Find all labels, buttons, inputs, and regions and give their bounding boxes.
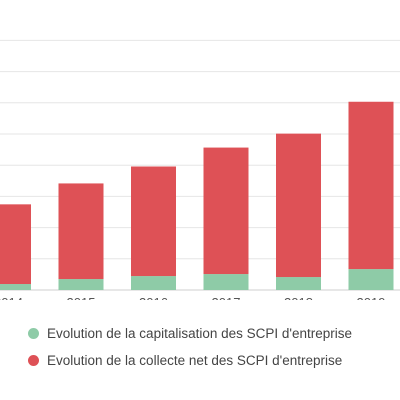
x-tick-label-2016: 2016 (139, 295, 168, 300)
bar-capitalisation-2016[interactable] (131, 276, 176, 290)
x-axis-labels: 2014201520162017201820192020 (0, 295, 386, 300)
legend-item-capitalisation[interactable]: Evolution de la capitalisation des SCPI … (28, 320, 352, 347)
bar-capitalisation-2017[interactable] (203, 274, 249, 290)
legend: Evolution de la capitalisation des SCPI … (28, 320, 352, 374)
x-tick-label-2017: 2017 (212, 295, 241, 300)
bars (0, 101, 394, 290)
legend-label-capitalisation: Evolution de la capitalisation des SCPI … (47, 326, 353, 341)
stacked-bar-chart: 2014201520162017201820192020 (0, 39, 400, 300)
bar-capitalisation-2019[interactable] (348, 269, 394, 290)
bar-capitalisation-2014[interactable] (0, 284, 31, 290)
bar-capitalisation-2015[interactable] (58, 279, 104, 290)
bar-collecte-2019[interactable] (348, 101, 394, 270)
bar-collecte-2016[interactable] (131, 166, 176, 277)
bar-collecte-2014[interactable] (0, 204, 31, 285)
bar-collecte-2017[interactable] (203, 147, 249, 275)
legend-marker-capitalisation (28, 328, 39, 339)
bar-collecte-2015[interactable] (58, 183, 104, 280)
x-tick-label-2019: 2019 (357, 295, 386, 300)
x-tick-label-2018: 2018 (284, 295, 313, 300)
bar-capitalisation-2018[interactable] (276, 277, 321, 290)
x-tick-label-2014: 2014 (0, 295, 23, 300)
legend-marker-collecte (28, 355, 39, 366)
x-tick-label-2015: 2015 (67, 295, 96, 300)
legend-item-collecte[interactable]: Evolution de la collecte net des SCPI d'… (28, 347, 352, 374)
legend-label-collecte: Evolution de la collecte net des SCPI d'… (47, 353, 343, 368)
bar-collecte-2018[interactable] (276, 133, 321, 278)
